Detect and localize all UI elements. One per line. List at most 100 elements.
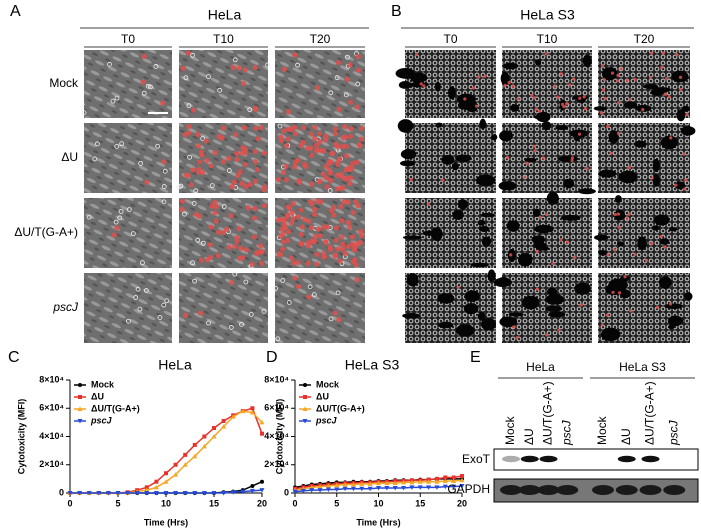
red-cell (282, 217, 288, 224)
red-cell (471, 86, 476, 90)
x-tick-label: 0 (292, 498, 297, 508)
red-cell (286, 229, 292, 235)
x-tick-label: 20 (257, 498, 267, 508)
red-cell (582, 95, 586, 99)
gap (624, 101, 638, 109)
red-cell (348, 175, 354, 181)
red-cell (337, 156, 343, 162)
red-cell (355, 241, 361, 247)
point (460, 474, 464, 479)
rounded-cell (228, 325, 234, 330)
gap (430, 227, 443, 242)
red-cell (617, 100, 621, 105)
red-cell (611, 290, 615, 294)
red-cell (223, 226, 230, 232)
red-cell (456, 285, 460, 289)
red-cell (570, 158, 574, 163)
red-cell (203, 138, 209, 144)
gap (608, 130, 619, 144)
gap (650, 88, 665, 96)
red-cell (683, 187, 687, 191)
gap (434, 81, 441, 92)
gap (637, 236, 647, 251)
red-cell (339, 234, 345, 240)
red-cell (426, 202, 430, 206)
red-cell (577, 132, 582, 136)
red-cell (209, 203, 215, 209)
red-cell (357, 228, 364, 235)
red-cell (664, 76, 669, 81)
red-cell (323, 164, 329, 170)
red-cell (660, 65, 664, 69)
red-cell (339, 143, 346, 149)
red-cell (295, 259, 301, 266)
red-cell (295, 283, 302, 290)
rounded-cell (118, 209, 124, 214)
red-cell (570, 156, 575, 160)
red-cell (347, 165, 354, 171)
point (451, 478, 457, 483)
gap (680, 126, 696, 136)
red-cell (243, 247, 250, 253)
gap (499, 316, 518, 328)
red-cell (193, 211, 199, 218)
y-tick-label: 8×10⁴ (39, 374, 64, 384)
rounded-cell (161, 184, 167, 189)
rounded-cell (190, 260, 195, 266)
point (240, 489, 246, 495)
red-cell (627, 166, 632, 170)
red-cell (530, 93, 534, 97)
red-cell (320, 171, 326, 177)
red-cell (685, 113, 689, 117)
gap (563, 178, 575, 189)
red-cell (215, 229, 221, 235)
x-axis-label: Time (Hrs) (144, 517, 188, 527)
red-cell (578, 96, 582, 100)
micrograph (84, 198, 172, 268)
red-cell (600, 64, 605, 68)
point (350, 482, 356, 487)
rounded-cell (140, 260, 145, 266)
red-cell (281, 66, 288, 72)
red-cell (288, 255, 295, 261)
red-cell (483, 74, 487, 78)
rounded-cell (133, 295, 139, 300)
gap (480, 318, 497, 331)
gap (536, 246, 550, 251)
rounded-cell (157, 315, 163, 320)
red-cell (251, 215, 258, 221)
red-cell (545, 333, 549, 337)
gap (499, 130, 513, 142)
gap (479, 118, 487, 130)
red-cell (332, 126, 338, 132)
red-cell (306, 294, 312, 300)
red-cell (343, 143, 349, 149)
red-cell (537, 109, 541, 113)
lane-label: ΔU (619, 428, 633, 445)
gap (438, 321, 454, 329)
red-cell (414, 52, 419, 57)
red-cell (667, 95, 671, 99)
point (417, 479, 423, 484)
x-axis-label: Time (Hrs) (356, 517, 400, 527)
red-cell (308, 225, 314, 231)
point (367, 481, 373, 486)
red-cell (605, 313, 610, 317)
exot-band (641, 455, 660, 463)
legend-marker (77, 419, 83, 424)
rounded-cell (221, 204, 227, 209)
gap (684, 292, 693, 301)
lane-label: pscJ (666, 419, 680, 446)
red-cell (208, 163, 214, 169)
gap (548, 311, 566, 318)
point (163, 479, 169, 484)
gap (480, 212, 495, 218)
red-cell (336, 106, 342, 112)
red-cell (627, 212, 631, 216)
point (182, 462, 188, 467)
red-cell (342, 124, 348, 130)
red-cell (352, 257, 358, 263)
red-cell (295, 157, 301, 163)
red-cell (160, 100, 166, 106)
red-cell (358, 136, 365, 142)
